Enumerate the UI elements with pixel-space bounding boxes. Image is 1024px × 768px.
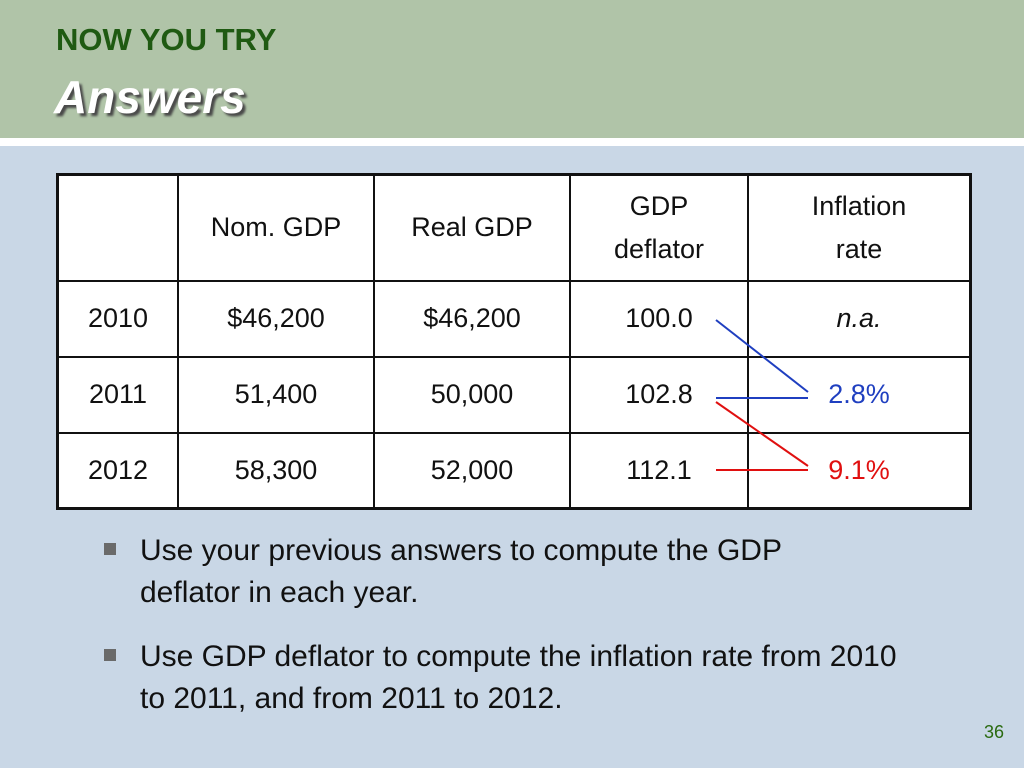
header-gdp-deflator: GDP deflator [569,173,749,282]
header-divider [0,138,1024,146]
square-bullet-icon [104,543,116,555]
bullet-item: Use your previous answers to compute the… [100,530,960,614]
gdp-table: Nom. GDP Real GDP GDP deflator Inflation… [56,173,972,510]
table-row: 2012 58,300 52,000 112.1 9.1% [56,431,972,510]
header-real-gdp: Real GDP [373,173,571,282]
real-gdp-cell: 52,000 [373,431,571,510]
year-cell: 2010 [56,279,179,358]
square-bullet-icon [104,649,116,661]
header-empty-cell [56,173,179,282]
bullet-text: Use your previous answers to compute the… [140,534,782,609]
slide-header: NOW YOU TRY Answers [0,0,1024,138]
real-gdp-cell: 50,000 [373,355,571,434]
inflation-rate-cell: 9.1% [747,431,972,510]
inflation-rate-cell: n.a. [747,279,972,358]
gdp-deflator-cell: 102.8 [569,355,749,434]
page-number: 36 [983,722,1004,742]
year-cell: 2011 [56,355,179,434]
header-nominal-gdp: Nom. GDP [177,173,375,282]
bullet-list: Use your previous answers to compute the… [100,530,960,742]
year-cell: 2012 [56,431,179,510]
gdp-deflator-cell: 112.1 [569,431,749,510]
slide-title: Answers [54,71,246,123]
header-inflation-rate: Inflation rate [747,173,972,282]
table-header-row: Nom. GDP Real GDP GDP deflator Inflation… [56,173,972,282]
gdp-deflator-cell: 100.0 [569,279,749,358]
bullet-text: Use GDP deflator to compute the inflatio… [140,640,897,715]
slide-subtitle: NOW YOU TRY [56,22,277,57]
nominal-gdp-cell: 51,400 [177,355,375,434]
inflation-rate-cell: 2.8% [747,355,972,434]
nominal-gdp-cell: 58,300 [177,431,375,510]
header-gdp-deflator-label: GDP deflator [613,190,705,264]
header-inflation-rate-label: Inflation rate [811,190,907,264]
table-row: 2010 $46,200 $46,200 100.0 n.a. [56,279,972,358]
table-row: 2011 51,400 50,000 102.8 2.8% [56,355,972,434]
nominal-gdp-cell: $46,200 [177,279,375,358]
real-gdp-cell: $46,200 [373,279,571,358]
bullet-item: Use GDP deflator to compute the inflatio… [100,636,960,720]
